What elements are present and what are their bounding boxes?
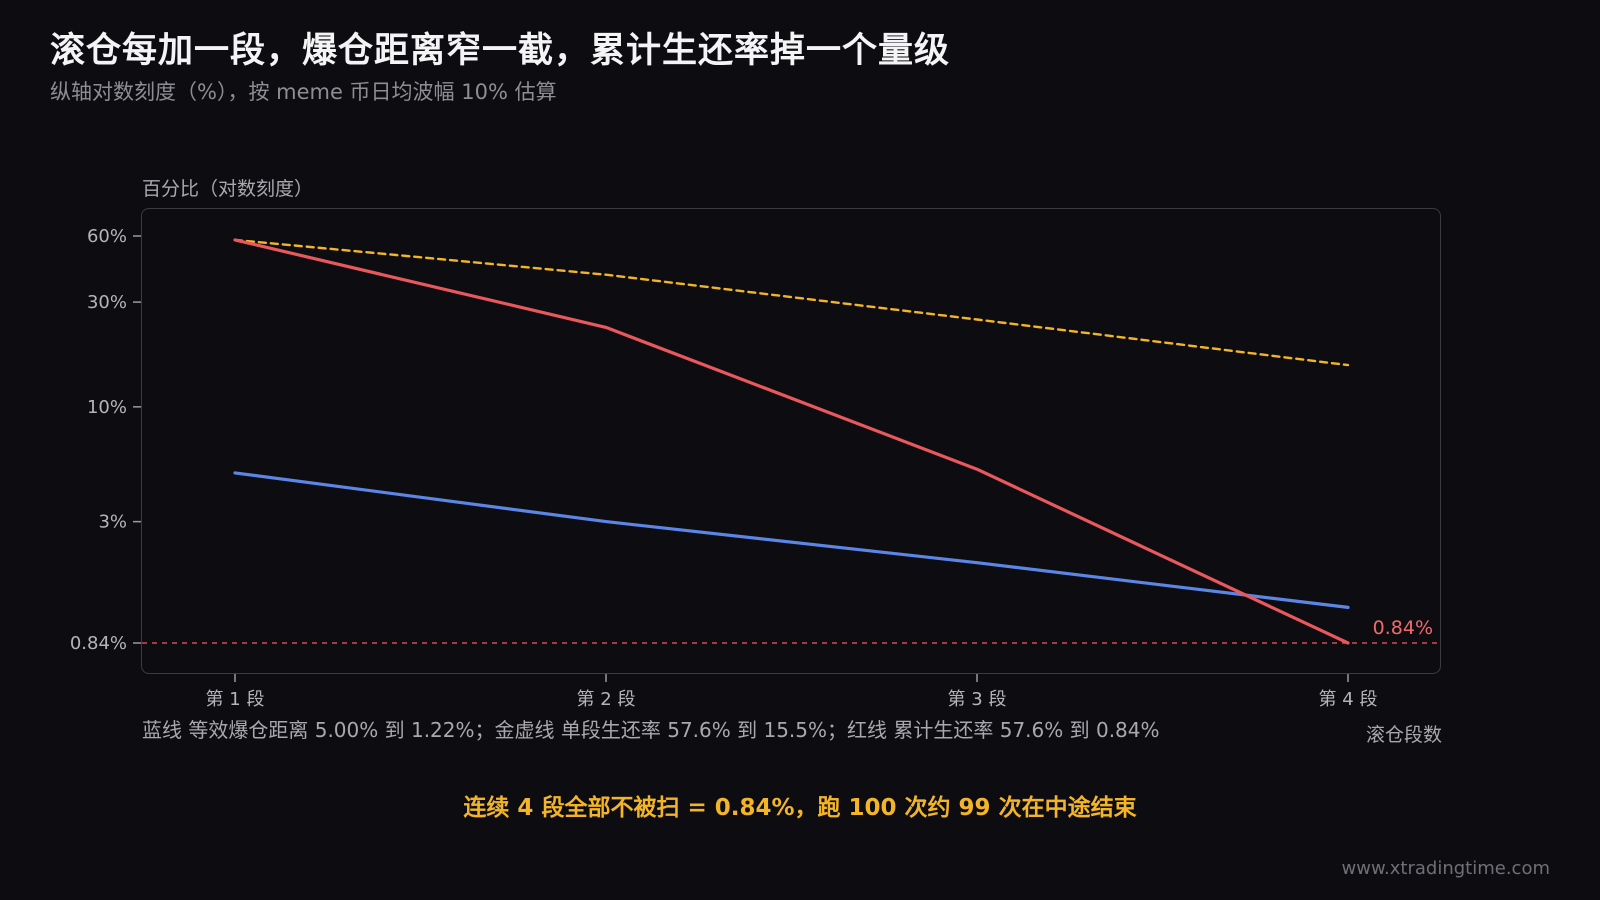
gold-series-line xyxy=(233,238,1350,367)
y-tick-label: 10% xyxy=(87,397,127,418)
red-series-line xyxy=(233,238,1350,645)
x-axis-label: 滚仓段数 xyxy=(1365,724,1442,746)
series-group xyxy=(233,238,1350,645)
x-tick-label: 第 2 段 xyxy=(577,689,636,710)
x-tick-label: 第 4 段 xyxy=(1319,689,1378,710)
reference-line-label: 0.84% xyxy=(1373,617,1433,639)
y-axis-label: 百分比（对数刻度） xyxy=(142,178,314,200)
x-tick-label: 第 1 段 xyxy=(206,689,265,710)
chart-title: 滚仓每加一段，爆仓距离窄一截，累计生还率掉一个量级 xyxy=(50,31,951,71)
watermark: www.xtradingtime.com xyxy=(1341,858,1550,879)
y-tick-label: 3% xyxy=(98,512,127,533)
y-tick-label: 60% xyxy=(87,226,127,247)
series-note: 蓝线 等效爆仓距离 5.00% 到 1.22%；金虚线 单段生还率 57.6% … xyxy=(142,718,1160,742)
y-tick-label: 0.84% xyxy=(70,633,127,654)
x-tick-label: 第 3 段 xyxy=(948,689,1007,710)
y-tick-label: 30% xyxy=(87,292,127,313)
reference-line-group: 0.84% xyxy=(142,617,1440,644)
y-axis-ticks: 0.84% 3% 10% 30% 60% xyxy=(70,226,141,654)
plot-area xyxy=(141,208,1441,674)
conclusion-text: 连续 4 段全部不被扫 = 0.84%，跑 100 次约 99 次在中途结束 xyxy=(463,795,1137,821)
chart-subtitle: 纵轴对数刻度（%），按 meme 币日均波幅 10% 估算 xyxy=(50,80,557,104)
x-axis-ticks: 第 1 段 第 2 段 第 3 段 第 4 段 xyxy=(206,674,1378,710)
blue-series-line xyxy=(233,471,1350,610)
